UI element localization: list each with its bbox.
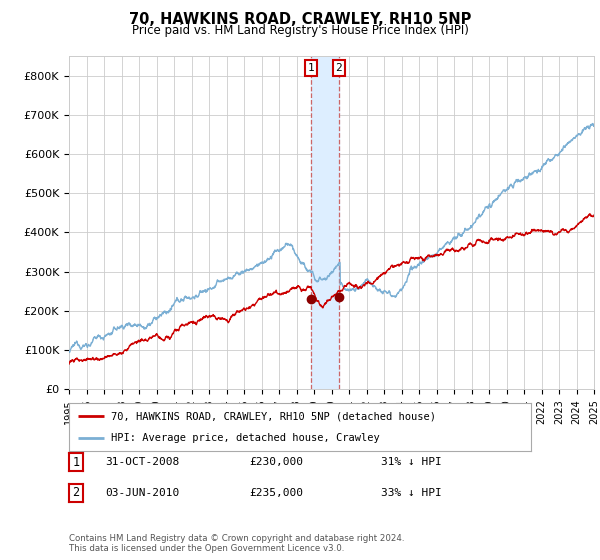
Text: 2: 2: [335, 63, 342, 73]
Text: 31-OCT-2008: 31-OCT-2008: [105, 457, 179, 467]
Text: 2: 2: [73, 486, 79, 500]
Text: Price paid vs. HM Land Registry's House Price Index (HPI): Price paid vs. HM Land Registry's House …: [131, 24, 469, 36]
Text: 1: 1: [73, 455, 79, 469]
Text: HPI: Average price, detached house, Crawley: HPI: Average price, detached house, Craw…: [110, 433, 379, 443]
Text: £235,000: £235,000: [249, 488, 303, 498]
Text: 31% ↓ HPI: 31% ↓ HPI: [381, 457, 442, 467]
Text: 03-JUN-2010: 03-JUN-2010: [105, 488, 179, 498]
Text: Contains HM Land Registry data © Crown copyright and database right 2024.
This d: Contains HM Land Registry data © Crown c…: [69, 534, 404, 553]
Text: 1: 1: [308, 63, 314, 73]
Text: £230,000: £230,000: [249, 457, 303, 467]
Text: 70, HAWKINS ROAD, CRAWLEY, RH10 5NP: 70, HAWKINS ROAD, CRAWLEY, RH10 5NP: [129, 12, 471, 27]
Text: 70, HAWKINS ROAD, CRAWLEY, RH10 5NP (detached house): 70, HAWKINS ROAD, CRAWLEY, RH10 5NP (det…: [110, 411, 436, 421]
Bar: [311, 56, 339, 389]
Text: 33% ↓ HPI: 33% ↓ HPI: [381, 488, 442, 498]
